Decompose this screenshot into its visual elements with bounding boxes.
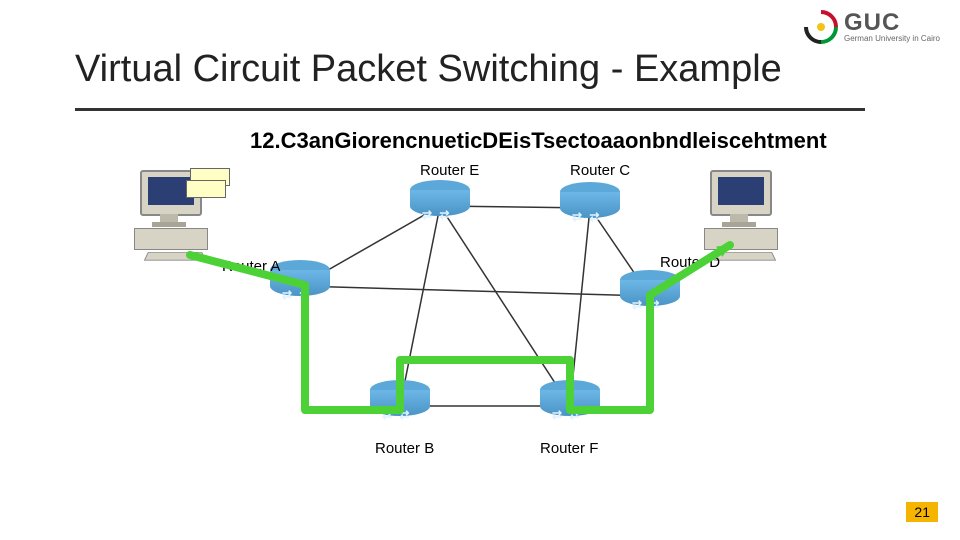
router-c-label: Router C — [570, 162, 630, 179]
page-number: 21 — [906, 502, 938, 522]
title-underline — [75, 108, 865, 111]
router-f: ⇄ ⇄ — [540, 380, 600, 432]
router-a-label: Router A — [222, 258, 280, 275]
router-f-label: Router F — [540, 440, 598, 457]
router-d: ⇄ ⇄ — [620, 270, 680, 322]
logo-sub: German University in Cairo — [844, 35, 940, 43]
slide-title: Virtual Circuit Packet Switching - Examp… — [75, 48, 782, 91]
router-e: ⇄ ⇄ — [410, 180, 470, 232]
logo: GUC German University in Cairo — [804, 10, 940, 44]
logo-mark — [804, 10, 838, 44]
router-d-label: Router D — [660, 254, 720, 271]
slide-subtitle: 12.C3anGiorencnueticDEisTsectoaaonbndlei… — [250, 128, 827, 154]
callout-box-2 — [186, 180, 226, 198]
network-diagram: ⇄ ⇄ ⇄ ⇄ ⇄ ⇄ ⇄ ⇄ ⇄ ⇄ ⇄ ⇄ Router E Router … — [130, 160, 830, 500]
router-b: ⇄ ⇄ — [370, 380, 430, 432]
router-e-label: Router E — [420, 162, 479, 179]
logo-text: GUC German University in Cairo — [844, 11, 940, 43]
logo-main: GUC — [844, 11, 940, 35]
router-c: ⇄ ⇄ — [560, 182, 620, 234]
computer-right — [700, 170, 790, 260]
router-b-label: Router B — [375, 440, 434, 457]
